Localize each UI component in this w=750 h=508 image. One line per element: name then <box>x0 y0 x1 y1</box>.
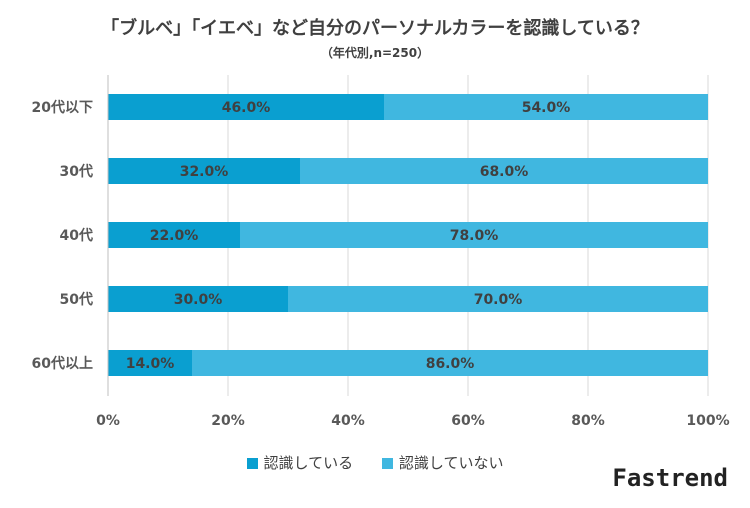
category-label: 30代 <box>60 163 93 180</box>
x-tick-label: 80% <box>571 413 605 429</box>
data-label-aware: 46.0% <box>222 100 271 116</box>
legend-item-aware: 認識している <box>246 452 354 473</box>
brand-logo: Fastrend <box>612 464 728 492</box>
category-label: 50代 <box>60 291 93 308</box>
bar-aware <box>108 222 240 248</box>
data-label-not-aware: 86.0% <box>426 356 475 372</box>
x-tick-label: 20% <box>211 413 245 429</box>
bar-not-aware <box>240 222 708 248</box>
data-label-aware: 32.0% <box>180 164 229 180</box>
legend: 認識している 認識していない <box>0 452 750 473</box>
legend-label-aware: 認識している <box>263 454 354 472</box>
bar-not-aware <box>300 158 708 184</box>
legend-label-not-aware: 認識していない <box>398 454 504 472</box>
bar-aware <box>108 286 288 312</box>
x-tick-label: 40% <box>331 413 365 429</box>
data-label-not-aware: 68.0% <box>480 164 529 180</box>
legend-swatch-aware <box>246 458 258 469</box>
data-label-aware: 22.0% <box>150 228 199 244</box>
data-label-not-aware: 78.0% <box>450 228 499 244</box>
x-tick-label: 0% <box>96 413 120 429</box>
data-label-not-aware: 70.0% <box>474 292 523 308</box>
chart-title: 「ブルベ」「イエベ」など自分のパーソナルカラーを認識している？ <box>101 18 649 39</box>
data-label-aware: 30.0% <box>174 292 223 308</box>
category-label: 20代以下 <box>32 99 93 116</box>
data-label-not-aware: 54.0% <box>522 100 571 116</box>
bar-not-aware <box>192 350 708 376</box>
chart-subtitle: （年代別,n=250） <box>320 46 430 60</box>
bar-not-aware <box>288 286 708 312</box>
legend-swatch-not-aware <box>381 458 393 469</box>
category-label: 60代以上 <box>32 355 93 372</box>
x-tick-label: 60% <box>451 413 485 429</box>
bar-not-aware <box>384 94 708 120</box>
legend-item-not-aware: 認識していない <box>381 452 504 473</box>
x-tick-label: 100% <box>686 413 729 429</box>
data-label-aware: 14.0% <box>126 356 175 372</box>
bar-aware <box>108 350 192 376</box>
bar-aware <box>108 158 300 184</box>
bar-aware <box>108 94 384 120</box>
category-label: 40代 <box>60 227 93 244</box>
